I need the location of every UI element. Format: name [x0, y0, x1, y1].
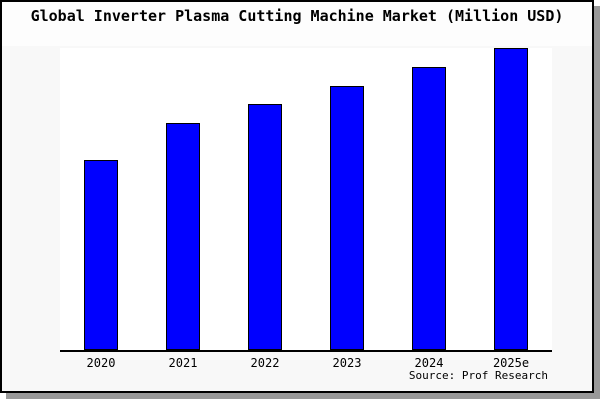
bar-2023: [330, 86, 364, 350]
chart-title: Global Inverter Plasma Cutting Machine M…: [2, 2, 592, 46]
bar-2022: [248, 104, 282, 350]
x-axis-labels: 2020 2021 2022 2023 2024 2025e: [60, 356, 552, 370]
bar-2025e: [494, 48, 528, 350]
x-tick-label-2021: 2021: [168, 356, 198, 370]
x-tick-label-2025e: 2025e: [492, 356, 530, 370]
x-tick-label-2022: 2022: [250, 356, 280, 370]
bar-slot: [142, 48, 224, 350]
bar-2021: [166, 123, 200, 350]
chart-card: Global Inverter Plasma Cutting Machine M…: [0, 0, 594, 393]
bars-container: [60, 48, 552, 350]
source-credit: Source: Prof Research: [408, 369, 548, 382]
x-tick-label-2020: 2020: [86, 356, 116, 370]
bar-slot: [224, 48, 306, 350]
bar-2024: [412, 67, 446, 350]
bar-2020: [84, 160, 118, 350]
x-tick-label-2024: 2024: [414, 356, 444, 370]
x-tick-label-2023: 2023: [332, 356, 362, 370]
plot-area: [60, 48, 552, 352]
bar-slot: [388, 48, 470, 350]
bar-slot: [60, 48, 142, 350]
bar-slot: [306, 48, 388, 350]
bar-slot: [470, 48, 552, 350]
